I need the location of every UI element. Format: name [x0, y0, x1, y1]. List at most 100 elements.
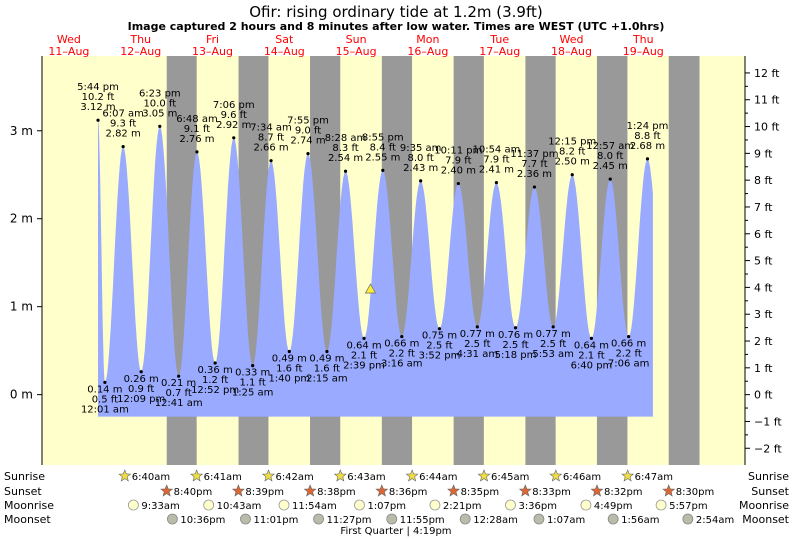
- right-axis-tick-label: 5 ft: [754, 255, 773, 268]
- high-tide-label: 10:54 am: [472, 145, 520, 156]
- sunrise-time: 6:43am: [347, 472, 385, 483]
- low-tide-label: 5:53 am: [532, 349, 574, 360]
- tide-point: [494, 181, 499, 185]
- tide-point: [419, 179, 423, 183]
- low-tide-label: 0.49 m: [272, 354, 307, 365]
- high-tide-label: 8.4 ft: [370, 142, 396, 153]
- high-tide-label: 2.74 m: [290, 136, 325, 147]
- high-tide-label: 9:35 am: [400, 143, 442, 154]
- low-tide-label: 12:52 pm: [191, 385, 239, 396]
- tide-point: [251, 364, 255, 368]
- high-tide-label: 2.40 m: [441, 166, 476, 177]
- sunrise-icon: [190, 469, 204, 482]
- sunrise-icon: [118, 469, 132, 482]
- moonrise-time: 3:36pm: [518, 501, 557, 512]
- high-tide-label: 2.43 m: [403, 163, 438, 174]
- high-tide-label: 7.9 ft: [483, 155, 509, 166]
- right-axis-tick-label: 6 ft: [754, 228, 773, 241]
- low-tide-label: 2.5 ft: [540, 339, 566, 350]
- moonset-time: 10:36pm: [180, 515, 225, 526]
- tide-point: [232, 136, 236, 140]
- moonset-time: 11:01pm: [253, 515, 298, 526]
- right-axis-tick-label: −2 ft: [754, 442, 782, 455]
- night-band: [668, 56, 700, 465]
- moonset-icon: [313, 513, 324, 525]
- left-axis-tick-label: 2 m: [10, 212, 33, 226]
- high-tide-label: 8.7 ft: [258, 133, 284, 144]
- moonrise-time: 2:21pm: [443, 501, 482, 512]
- day-date-label: 17–Aug: [479, 45, 520, 58]
- sunrise-icon: [261, 469, 275, 482]
- left-axis-tick-label: 0 m: [10, 388, 33, 402]
- high-tide-label: 7:34 am: [250, 123, 292, 134]
- low-tide-label: 12:01 am: [81, 404, 129, 415]
- sunset-icon: [518, 484, 532, 497]
- low-tide-label: 1.6 ft: [314, 364, 340, 375]
- low-tide-label: 2:39 pm: [343, 360, 385, 371]
- left-axis-tick-label: 1 m: [10, 300, 33, 314]
- low-tide-label: 0.36 m: [198, 365, 233, 376]
- tide-point: [96, 118, 100, 122]
- sunrise-time: 6:47am: [635, 472, 673, 483]
- high-tide-label: 7.7 ft: [521, 159, 547, 170]
- high-tide-label: 6:48 am: [176, 114, 218, 125]
- low-tide-label: 0.9 ft: [128, 384, 154, 395]
- sunrise-time: 6:45am: [491, 472, 529, 483]
- high-tide-label: 8.3 ft: [332, 143, 358, 154]
- day-name-label: Wed: [560, 33, 584, 46]
- astro-row-label-right: Moonset: [742, 513, 789, 526]
- astro-row-label-left: Sunrise: [4, 470, 45, 483]
- right-axis-tick-label: 2 ft: [754, 335, 773, 348]
- astro-row-label-left: Sunset: [4, 485, 42, 498]
- day-date-label: 13–Aug: [192, 45, 233, 58]
- high-tide-label: 1:24 pm: [627, 121, 669, 132]
- astro-row-label-left: Moonrise: [4, 499, 54, 512]
- low-tide-label: 12:41 am: [155, 398, 203, 409]
- high-tide-label: 10:11 pm: [434, 146, 482, 157]
- high-tide-label: 8.0 ft: [407, 153, 433, 164]
- moonrise-time: 10:43am: [217, 501, 262, 512]
- low-tide-label: 7:06 am: [608, 359, 650, 370]
- moonset-time: 2:54am: [696, 515, 734, 526]
- day-name-label: Fri: [206, 33, 219, 46]
- day-date-label: 18–Aug: [551, 45, 592, 58]
- tide-point: [121, 144, 125, 149]
- low-tide-label: 0.26 m: [124, 374, 159, 385]
- high-tide-label: 8:28 am: [325, 133, 367, 144]
- moonrise-time: 5:57pm: [669, 501, 708, 512]
- astro-row-label-right: Sunset: [751, 485, 789, 498]
- day-name-label: Wed: [57, 33, 81, 46]
- chart-title: Ofir: rising ordinary tide at 1.2m (3.9f…: [249, 3, 542, 21]
- high-tide-label: 6:07 am: [102, 109, 144, 120]
- tide-point: [400, 334, 404, 339]
- sunset-time: 8:39pm: [245, 487, 284, 498]
- low-tide-label: 1.1 ft: [239, 378, 265, 389]
- high-tide-label: 6:23 pm: [139, 88, 181, 99]
- low-tide-label: 1.6 ft: [276, 364, 302, 375]
- tide-area: [98, 120, 653, 417]
- tide-point: [195, 150, 199, 154]
- sunset-icon: [303, 484, 317, 497]
- tide-point: [627, 334, 631, 339]
- high-tide-label: 7:55 pm: [287, 116, 329, 127]
- sunrise-time: 6:40am: [132, 472, 170, 483]
- tide-point: [177, 374, 181, 378]
- astro-row-label-left: Moonset: [4, 513, 51, 526]
- low-tide-label: 2:15 am: [306, 374, 348, 385]
- low-tide-label: 2.1 ft: [578, 350, 604, 361]
- right-axis-tick-label: 4 ft: [754, 281, 773, 294]
- day-date-label: 16–Aug: [407, 45, 448, 58]
- moonset-icon: [533, 513, 545, 525]
- high-tide-label: 12:15 pm: [548, 137, 596, 148]
- moon-phase-label: First Quarter | 4:19pm: [340, 526, 451, 537]
- tide-point: [381, 168, 385, 172]
- tide-point: [589, 336, 594, 340]
- tide-point: [213, 361, 217, 365]
- chart-subtitle: Image captured 2 hours and 8 minutes aft…: [128, 20, 665, 33]
- right-axis-tick-label: 8 ft: [754, 174, 773, 187]
- high-tide-label: 2.55 m: [365, 152, 400, 163]
- moonrise-icon: [655, 499, 667, 511]
- low-tide-label: 0.33 m: [235, 368, 270, 379]
- high-tide-label: 2.41 m: [479, 165, 514, 176]
- high-tide-label: 2.82 m: [106, 129, 141, 140]
